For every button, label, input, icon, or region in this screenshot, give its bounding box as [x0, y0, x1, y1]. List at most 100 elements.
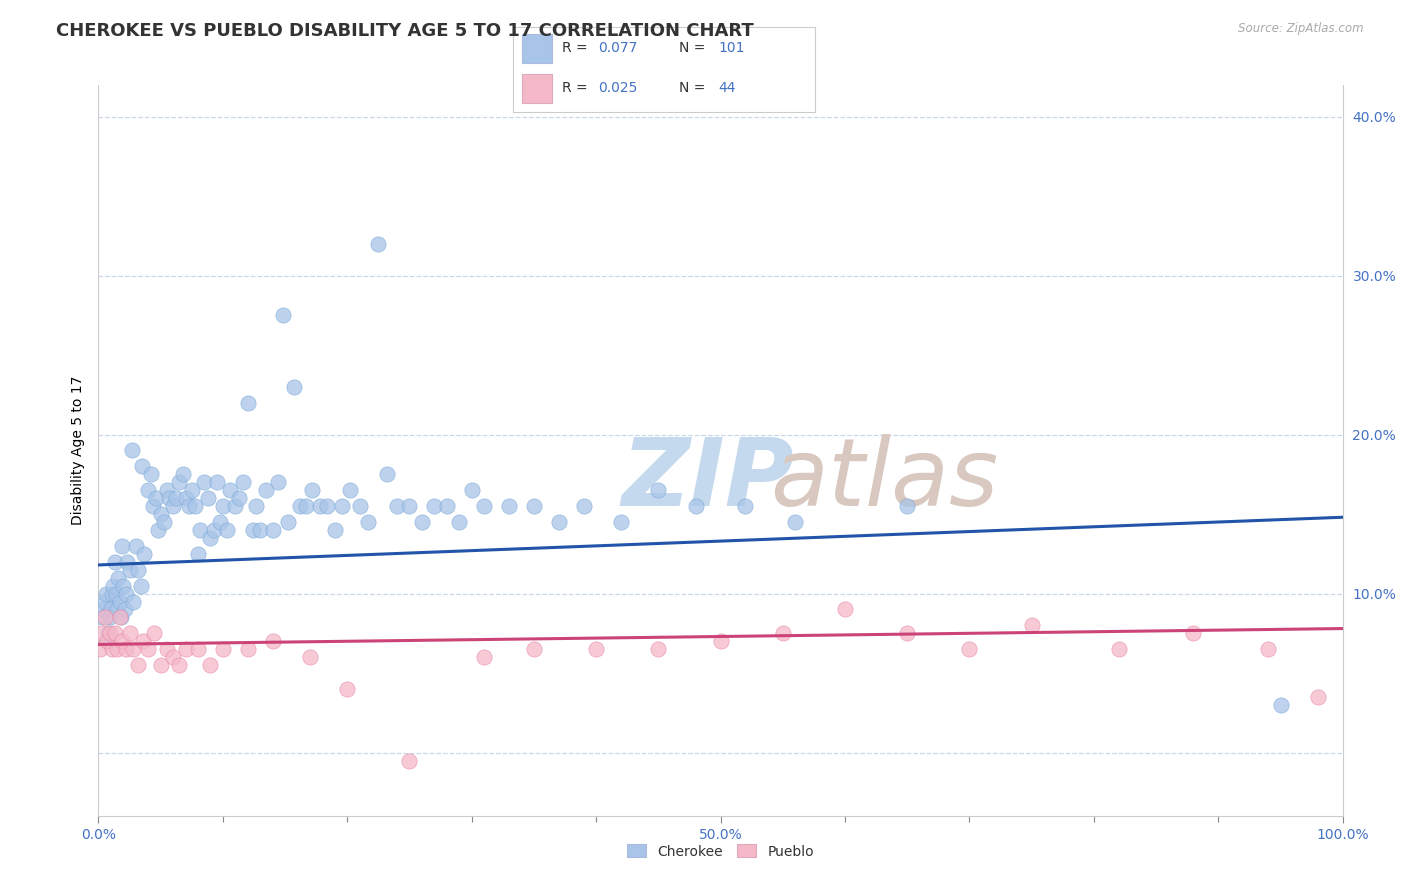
Point	[115, 555, 138, 569]
Point	[610, 515, 633, 529]
Point	[398, 754, 420, 768]
Text: 0.025: 0.025	[598, 81, 637, 95]
Point	[114, 642, 136, 657]
Point	[245, 499, 267, 513]
Point	[219, 483, 242, 498]
Point	[190, 523, 212, 537]
Point	[224, 499, 246, 513]
Point	[118, 563, 141, 577]
Point	[834, 602, 856, 616]
Point	[585, 642, 607, 657]
Point	[127, 658, 149, 673]
Point	[142, 499, 165, 513]
Text: 101: 101	[718, 41, 745, 55]
Point	[136, 642, 159, 657]
Point	[111, 634, 134, 648]
Text: CHEROKEE VS PUEBLO DISABILITY AGE 5 TO 17 CORRELATION CHART: CHEROKEE VS PUEBLO DISABILITY AGE 5 TO 1…	[56, 22, 754, 40]
Point	[146, 523, 169, 537]
Point	[266, 475, 288, 490]
Point	[896, 499, 918, 513]
Point	[98, 626, 121, 640]
Point	[298, 650, 321, 665]
Point	[436, 499, 458, 513]
Point	[134, 547, 156, 561]
Text: R =: R =	[561, 41, 592, 55]
Text: 44: 44	[718, 81, 737, 95]
Point	[449, 515, 471, 529]
Point	[100, 602, 122, 616]
Point	[149, 507, 172, 521]
Point	[125, 539, 148, 553]
Point	[472, 650, 495, 665]
Point	[89, 642, 111, 657]
Point	[104, 586, 127, 600]
Point	[1182, 626, 1205, 640]
Text: Source: ZipAtlas.com: Source: ZipAtlas.com	[1239, 22, 1364, 36]
Point	[523, 499, 546, 513]
Point	[98, 610, 121, 624]
Point	[1270, 698, 1292, 712]
Point	[323, 523, 346, 537]
Point	[169, 475, 191, 490]
Point	[1108, 642, 1130, 657]
Point	[202, 523, 225, 537]
Point	[262, 523, 284, 537]
Point	[277, 515, 299, 529]
Point	[110, 610, 132, 624]
Point	[288, 499, 311, 513]
Point	[149, 658, 172, 673]
Point	[118, 626, 141, 640]
Point	[710, 634, 733, 648]
Point	[156, 642, 179, 657]
Point	[114, 586, 136, 600]
Bar	[522, 35, 553, 63]
Point	[215, 523, 238, 537]
Point	[172, 467, 194, 482]
Point	[959, 642, 981, 657]
Point	[187, 642, 209, 657]
Point	[193, 475, 215, 490]
Point	[122, 642, 145, 657]
Point	[169, 658, 191, 673]
Text: atlas: atlas	[770, 434, 998, 525]
Point	[547, 515, 569, 529]
Point	[105, 642, 128, 657]
Point	[162, 499, 184, 513]
Point	[174, 491, 197, 505]
Point	[91, 626, 114, 640]
Point	[101, 642, 124, 657]
Point	[295, 499, 318, 513]
Point	[200, 531, 222, 545]
Point	[114, 602, 136, 616]
Bar	[522, 74, 553, 103]
Point	[228, 491, 250, 505]
Point	[205, 475, 228, 490]
Point	[104, 626, 127, 640]
Point	[254, 483, 277, 498]
Point	[236, 642, 259, 657]
Point	[200, 658, 222, 673]
Point	[647, 642, 669, 657]
Point	[460, 483, 484, 498]
Point	[107, 571, 129, 585]
Point	[1306, 690, 1329, 704]
Text: N =: N =	[679, 41, 710, 55]
Point	[209, 515, 232, 529]
Point	[734, 499, 756, 513]
Point	[472, 499, 495, 513]
Point	[93, 610, 115, 624]
Point	[104, 555, 127, 569]
Point	[339, 483, 361, 498]
Point	[165, 491, 187, 505]
Point	[498, 499, 520, 513]
Text: ZIP: ZIP	[621, 434, 794, 525]
Point	[367, 236, 389, 251]
Point	[105, 602, 128, 616]
Point	[1021, 618, 1043, 632]
Y-axis label: Disability Age 5 to 17: Disability Age 5 to 17	[70, 376, 84, 525]
Point	[211, 642, 233, 657]
Point	[647, 483, 669, 498]
Point	[139, 467, 162, 482]
Legend: Cherokee, Pueblo: Cherokee, Pueblo	[621, 838, 820, 864]
Point	[357, 515, 380, 529]
